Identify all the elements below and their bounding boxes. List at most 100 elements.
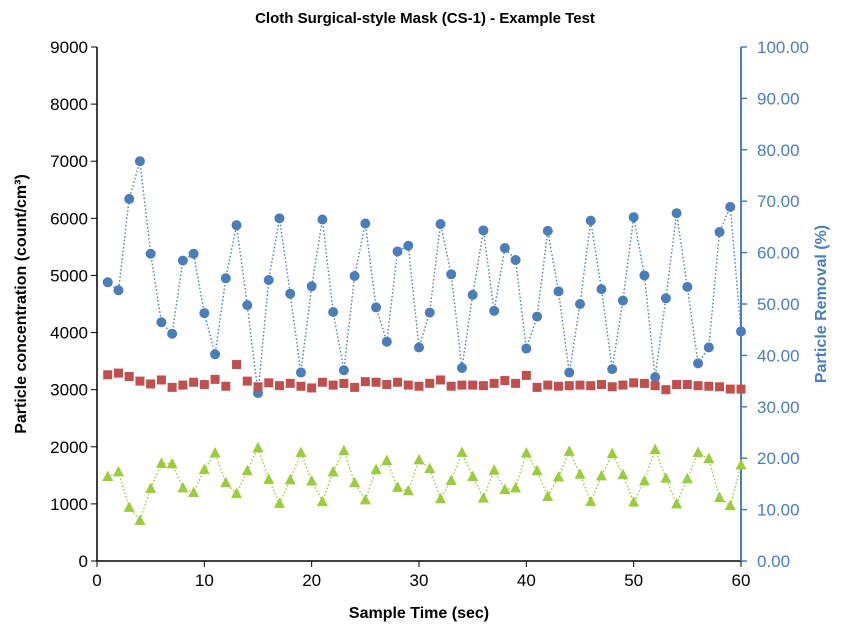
- data-point-circle: [650, 372, 661, 383]
- data-point-circle: [499, 243, 510, 254]
- data-point-triangle: [671, 497, 683, 509]
- data-point-triangle: [231, 487, 243, 499]
- data-point-circle: [617, 295, 628, 306]
- data-point-square: [393, 377, 403, 387]
- data-point-square: [607, 382, 617, 392]
- data-point-triangle: [252, 441, 264, 453]
- series-square: [103, 360, 746, 395]
- data-point-circle: [532, 311, 543, 322]
- y-axis-title: Particle concentration (count/cm³): [13, 174, 30, 434]
- data-point-circle: [682, 281, 693, 292]
- data-point-triangle: [542, 490, 554, 501]
- data-point-triangle: [359, 493, 371, 505]
- data-point-square: [446, 381, 456, 391]
- data-point-triangle: [306, 475, 318, 486]
- data-point-circle: [306, 281, 317, 292]
- data-point-square: [672, 380, 682, 390]
- y2-tick-label: 70.00: [757, 192, 800, 211]
- data-point-triangle: [166, 457, 178, 469]
- data-point-square: [156, 375, 166, 385]
- x-tick-label: 20: [302, 571, 321, 590]
- series-line-circle: [107, 161, 742, 394]
- data-point-square: [124, 372, 134, 382]
- data-point-circle: [328, 306, 339, 317]
- data-point-circle: [360, 218, 371, 229]
- data-point-circle: [725, 201, 736, 212]
- data-point-triangle: [381, 454, 393, 465]
- y2-tick-label: 80.00: [757, 141, 800, 160]
- x-axis-ticks: 0 10 20 30 40 50 60: [92, 561, 750, 590]
- data-point-circle: [381, 336, 392, 347]
- series-circle: [102, 156, 746, 399]
- data-point-circle: [639, 270, 650, 281]
- data-point-square: [425, 378, 435, 388]
- data-point-circle: [467, 289, 478, 300]
- y-tick-label: 2000: [50, 438, 88, 457]
- data-point-square: [532, 382, 542, 392]
- data-point-circle: [295, 367, 306, 378]
- data-point-square: [350, 382, 360, 392]
- data-point-triangle: [638, 475, 650, 486]
- data-point-square: [693, 381, 703, 391]
- data-point-circle: [177, 255, 188, 266]
- x-tick-label: 50: [624, 571, 643, 590]
- data-point-square: [704, 381, 714, 391]
- y2-tick-label: 60.00: [757, 244, 800, 263]
- data-point-triangle: [284, 473, 296, 485]
- data-point-circle: [736, 326, 746, 337]
- data-point-square: [511, 378, 521, 388]
- data-point-circle: [263, 275, 274, 286]
- data-point-square: [210, 374, 220, 384]
- data-point-triangle: [102, 470, 114, 481]
- data-point-square: [500, 376, 510, 386]
- y-tick-label: 1000: [50, 495, 88, 514]
- data-point-triangle: [553, 471, 565, 482]
- data-point-triangle: [424, 462, 436, 473]
- data-point-circle: [489, 305, 500, 316]
- data-point-circle: [349, 271, 360, 282]
- data-point-circle: [414, 342, 424, 353]
- data-point-triangle: [220, 476, 232, 488]
- data-point-triangle: [316, 495, 328, 507]
- data-point-circle: [628, 212, 639, 223]
- data-point-square: [639, 378, 649, 388]
- data-point-triangle: [724, 499, 736, 511]
- y-tick-label: 6000: [50, 209, 88, 228]
- data-point-triangle: [123, 501, 135, 512]
- data-point-circle: [596, 284, 607, 295]
- data-point-square: [285, 378, 295, 388]
- data-point-triangle: [198, 463, 210, 475]
- y2-tick-label: 10.00: [757, 501, 800, 520]
- left-axis-ticks: 0 1000 2000 3000 4000 5000 6000 7000 8000 9000: [50, 38, 97, 571]
- data-point-circle: [478, 225, 489, 236]
- data-point-triangle: [155, 457, 167, 468]
- data-point-triangle: [467, 470, 479, 481]
- data-point-square: [435, 375, 445, 385]
- data-point-triangle: [595, 469, 607, 481]
- data-point-circle: [575, 299, 585, 309]
- data-point-square: [264, 378, 274, 388]
- data-point-square: [457, 380, 467, 390]
- chart-title: Cloth Surgical-style Mask (CS-1) - Examp…: [255, 10, 595, 27]
- y2-tick-label: 50.00: [757, 295, 800, 314]
- data-point-triangle: [520, 447, 532, 458]
- data-point-square: [296, 381, 306, 391]
- data-point-triangle: [456, 446, 468, 457]
- data-point-circle: [274, 213, 285, 224]
- data-point-square: [189, 377, 199, 387]
- y2-tick-label: 30.00: [757, 398, 800, 417]
- data-point-triangle: [338, 444, 350, 456]
- data-point-triangle: [531, 464, 543, 476]
- data-point-square: [629, 378, 639, 388]
- data-point-square: [403, 380, 413, 390]
- data-point-circle: [113, 285, 124, 296]
- data-point-circle: [371, 302, 382, 313]
- data-point-square: [586, 381, 596, 391]
- data-point-square: [554, 381, 564, 391]
- data-point-triangle: [585, 495, 597, 507]
- x-tick-label: 10: [195, 571, 214, 590]
- data-point-triangle: [349, 476, 361, 488]
- data-point-triangle: [392, 481, 404, 492]
- series-layer: [102, 156, 747, 525]
- data-point-circle: [693, 358, 704, 369]
